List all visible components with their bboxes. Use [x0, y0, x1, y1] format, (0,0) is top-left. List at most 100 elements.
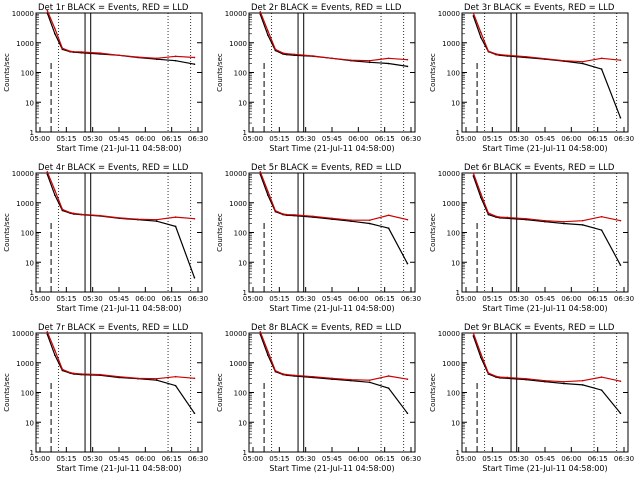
y-tick-label: 10000: [12, 170, 34, 178]
chart-panel-det-9r: Det 9r BLACK = Events, RED = LLD 1 10 100 10…: [429, 323, 634, 473]
y-tick-label: 1000: [229, 360, 247, 368]
x-tick-label: 05:15: [269, 455, 289, 463]
data-point-events: [193, 412, 196, 415]
x-tick-label: 05:30: [509, 135, 529, 143]
plot-frame: [35, 332, 203, 453]
data-point-lld: [480, 31, 482, 34]
data-point-lld: [54, 189, 56, 192]
x-axis-label: Start Time (21-Jul-11 04:58:00): [56, 464, 181, 473]
data-point-lld: [472, 12, 475, 14]
x-tick-label: 06:30: [614, 135, 634, 143]
panel-title: Det 7r BLACK = Events, RED = LLD: [38, 323, 189, 333]
x-tick-label: 05:15: [482, 295, 502, 303]
data-point-lld: [387, 214, 390, 217]
x-tick-label: 05:00: [30, 135, 50, 143]
data-point-events: [193, 277, 196, 279]
x-tick-label: 06:00: [561, 135, 581, 143]
y-tick-label: 10: [25, 419, 34, 427]
data-point-lld: [61, 208, 64, 211]
data-point-lld: [563, 220, 565, 223]
y-axis-label: Counts/sec: [429, 373, 437, 412]
y-tick-label: 10: [25, 259, 34, 267]
x-axis-label: Start Time (21-Jul-11 04:58:00): [482, 464, 607, 473]
data-point-lld: [350, 59, 352, 61]
x-tick-label: 05:30: [83, 295, 103, 303]
x-tick-label: 06:15: [588, 295, 608, 303]
data-point-lld: [274, 369, 277, 372]
y-tick-label: 10: [238, 259, 247, 267]
x-tick-label: 05:30: [296, 455, 316, 463]
y-tick-label: 1: [243, 289, 247, 297]
y-tick-label: 10: [451, 99, 460, 107]
x-tick-label: 06:15: [162, 455, 182, 463]
x-tick-label: 06:30: [401, 455, 421, 463]
x-tick-label: 05:30: [509, 295, 529, 303]
data-point-events: [54, 354, 56, 356]
data-point-events: [563, 222, 565, 225]
x-tick-label: 05:30: [83, 455, 103, 463]
series-line-lld: [259, 11, 408, 62]
series-line-lld: [259, 171, 408, 221]
chart-panel-det-5r: Det 5r BLACK = Events, RED = LLD 1 10 100 10…: [216, 163, 421, 313]
y-tick-label: 10000: [12, 10, 34, 18]
series-line-lld: [46, 171, 195, 221]
y-tick-label: 1000: [16, 200, 34, 208]
data-point-lld: [581, 379, 584, 382]
data-point-lld: [487, 50, 490, 52]
data-point-lld: [72, 50, 75, 53]
x-tick-label: 05:00: [243, 455, 263, 463]
data-point-lld: [498, 376, 501, 378]
data-point-lld: [282, 52, 284, 54]
y-tick-label: 1000: [229, 200, 247, 208]
series-line-lld: [46, 10, 195, 59]
x-tick-label: 05:45: [322, 295, 342, 303]
y-tick-label: 100: [234, 390, 247, 398]
x-tick-label: 06:30: [188, 295, 208, 303]
panel-title: Det 4r BLACK = Events, RED = LLD: [38, 163, 189, 173]
data-point-lld: [99, 214, 101, 217]
y-tick-label: 100: [21, 390, 34, 398]
y-axis-label: Counts/sec: [429, 213, 437, 252]
data-point-events: [368, 61, 371, 64]
data-point-lld: [54, 349, 56, 352]
data-point-lld: [600, 57, 603, 60]
x-tick-label: 05:30: [83, 135, 103, 143]
panel-title: Det 3r BLACK = Events, RED = LLD: [464, 3, 615, 13]
data-point-lld: [61, 368, 64, 371]
data-point-lld: [274, 209, 277, 212]
x-tick-label: 06:15: [162, 135, 182, 143]
x-tick-label: 06:00: [561, 455, 581, 463]
data-point-lld: [495, 375, 497, 378]
y-tick-label: 1: [243, 449, 247, 457]
x-axis-label: Start Time (21-Jul-11 04:58:00): [269, 464, 394, 473]
data-point-events: [267, 34, 269, 36]
data-point-events: [387, 387, 390, 389]
data-point-lld: [312, 375, 314, 378]
data-point-lld: [155, 218, 158, 221]
x-axis-label: Start Time (21-Jul-11 04:58:00): [269, 304, 394, 313]
data-point-lld: [544, 57, 546, 60]
data-point-lld: [387, 57, 390, 60]
data-point-lld: [563, 59, 565, 62]
data-point-events: [600, 68, 603, 70]
x-tick-label: 05:00: [243, 295, 263, 303]
data-point-lld: [155, 377, 158, 380]
x-tick-label: 05:15: [56, 135, 76, 143]
data-point-lld: [69, 371, 71, 374]
data-point-lld: [137, 377, 139, 380]
y-tick-label: 10: [238, 419, 247, 427]
x-tick-label: 05:15: [56, 295, 76, 303]
data-point-lld: [285, 373, 288, 376]
data-point-lld: [312, 55, 314, 57]
x-tick-label: 05:15: [482, 135, 502, 143]
x-tick-label: 05:00: [456, 135, 476, 143]
x-tick-label: 05:45: [535, 295, 555, 303]
data-point-lld: [72, 372, 75, 375]
data-point-events: [480, 36, 482, 39]
panel-title: Det 9r BLACK = Events, RED = LLD: [464, 323, 615, 333]
y-tick-label: 1: [456, 129, 460, 137]
data-point-lld: [99, 373, 101, 376]
y-tick-label: 1000: [442, 200, 460, 208]
data-point-lld: [80, 51, 83, 53]
x-tick-label: 05:45: [109, 295, 129, 303]
